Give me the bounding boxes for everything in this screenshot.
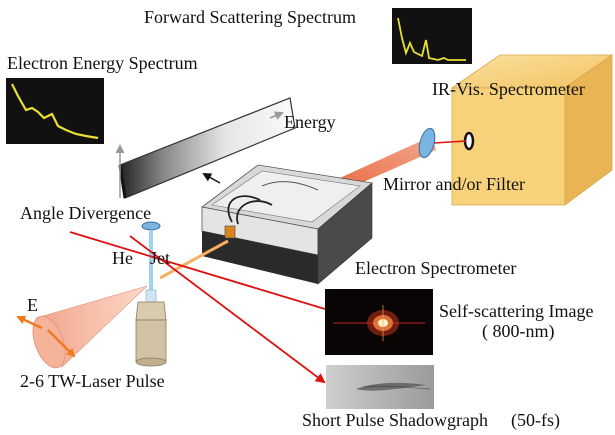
mirror-filter-disc xyxy=(418,127,436,159)
electron-beam xyxy=(159,239,229,280)
shadowgraph-duration: (50-fs) xyxy=(511,410,560,430)
ir-vis-spectrometer-label: IR-Vis. Spectrometer xyxy=(432,79,585,99)
forward-scattering-title: Forward Scattering Spectrum xyxy=(144,7,356,27)
electron-spectrometer-box xyxy=(201,164,373,285)
he-gas-jet xyxy=(135,221,167,367)
ir-vis-spectrometer-box xyxy=(450,54,614,206)
electron-detector-screen xyxy=(118,97,296,199)
jet-label: Jet xyxy=(150,248,170,268)
he-label: He xyxy=(112,248,133,268)
electron-energy-title: Electron Energy Spectrum xyxy=(7,53,198,73)
energy-label: Energy xyxy=(284,112,336,132)
e-field-label: E xyxy=(27,295,38,315)
self-scattering-label: Self-scattering Image xyxy=(439,301,594,321)
shadowgraph-image xyxy=(326,365,434,409)
shadowgraph-arrow xyxy=(129,235,326,384)
self-scattering-image xyxy=(325,289,433,355)
e-field-arrow-left xyxy=(16,315,43,330)
laser-pulse-cone xyxy=(32,285,148,369)
forward-scattering-plot xyxy=(392,8,472,64)
energy-axis-arrow xyxy=(269,111,284,120)
e-field-arrow-right xyxy=(47,329,76,358)
electron-energy-plot xyxy=(6,78,104,144)
electron-spectrometer-label: Electron Spectrometer xyxy=(355,258,517,278)
shadowgraph-label: Short Pulse Shadowgraph xyxy=(302,410,488,430)
electron-energy-trace xyxy=(11,83,99,140)
deflection-arrow xyxy=(202,173,221,184)
laser-pulse-label: 2-6 TW-Laser Pulse xyxy=(20,371,165,391)
spectrometer-entrance-slit xyxy=(463,131,475,151)
mirror-filter-label: Mirror and/or Filter xyxy=(383,174,525,194)
self-scattering-wavelength: ( 800-nm) xyxy=(482,321,555,341)
forward-scattering-trace xyxy=(397,17,466,61)
self-scattering-arrow xyxy=(69,231,370,325)
angle-divergence-label: Angle Divergence xyxy=(20,203,152,223)
